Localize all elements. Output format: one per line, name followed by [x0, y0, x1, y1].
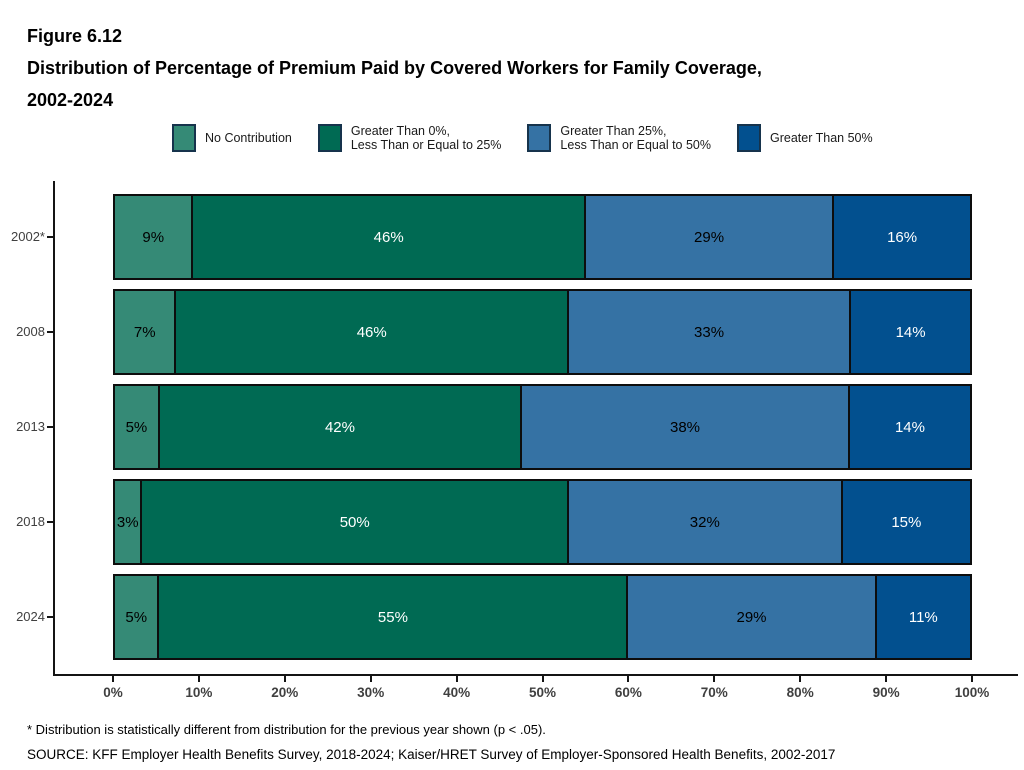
bar-value-label: 29% — [694, 228, 725, 246]
legend-label: Greater Than 25%, Less Than or Equal to … — [560, 124, 711, 152]
x-tick-mark — [971, 676, 973, 682]
bar-segment: 29% — [583, 194, 835, 280]
bar-segment: 11% — [874, 574, 972, 660]
x-tick-mark — [541, 676, 544, 682]
footnote-source: SOURCE: KFF Employer Health Benefits Sur… — [27, 747, 836, 762]
bar-value-label: 5% — [125, 418, 148, 436]
bar-value-label: 29% — [736, 608, 767, 626]
bar-value-label: 11% — [908, 608, 938, 626]
x-axis-label-70: 70% — [700, 685, 728, 700]
x-tick-mark — [799, 676, 802, 682]
figure-title-years: 2002-2024 — [27, 90, 114, 110]
bar-segment: 14% — [849, 289, 973, 375]
x-axis-label-40: 40% — [443, 685, 471, 700]
bar-segment: 15% — [840, 479, 972, 565]
bar-segment: 46% — [191, 194, 586, 280]
bar-segment: 42% — [157, 384, 523, 470]
x-axis-label-0: 0% — [103, 685, 123, 700]
bar-row-2013: 5% 42% 38% 14% — [113, 384, 972, 470]
x-tick-mark — [369, 676, 372, 682]
y-axis-label-2024: 2024 — [16, 609, 45, 624]
bar-value-label: 14% — [895, 323, 926, 341]
bar-segment: 3% — [113, 479, 143, 565]
bar-row-2018: 3% 50% 32% 15% — [113, 479, 972, 565]
x-tick-mark — [885, 676, 888, 682]
bar-value-label: 7% — [133, 323, 156, 341]
legend-swatch-icon — [172, 124, 196, 152]
x-tick-mark — [713, 676, 716, 682]
x-tick-mark — [197, 676, 200, 682]
x-axis-label-20: 20% — [271, 685, 299, 700]
bar-segment: 9% — [113, 194, 194, 280]
bar-value-label: 16% — [887, 228, 918, 246]
y-axis-line — [53, 181, 55, 675]
x-axis-label-50: 50% — [528, 685, 557, 700]
bar-value-label: 50% — [339, 513, 370, 531]
y-tick-mark — [47, 616, 53, 618]
legend-swatch-icon — [317, 124, 342, 152]
bar-segment: 46% — [174, 289, 569, 375]
chart-legend: No Contribution Greater Than 0%, Less Th… — [172, 124, 873, 152]
y-axis-label-2002: 2002* — [11, 229, 45, 244]
bar-value-label: 46% — [356, 323, 387, 341]
bar-segment: 5% — [113, 384, 160, 470]
bar-row-2008: 7% 46% 33% 14% — [113, 289, 973, 375]
bar-segment: 5% — [113, 574, 160, 660]
x-axis-label-10: 10% — [185, 685, 213, 700]
bar-value-label: 38% — [669, 418, 701, 436]
x-tick-mark — [112, 676, 114, 682]
figure-number: Figure 6.12 — [27, 26, 123, 46]
x-tick-mark — [283, 676, 286, 682]
legend-item-gt50: Greater Than 50% — [736, 124, 873, 152]
x-tick-mark — [627, 676, 630, 682]
y-tick-mark — [47, 236, 53, 238]
bar-value-label: 46% — [373, 228, 404, 246]
bar-segment: 32% — [566, 479, 843, 565]
bar-value-label: 33% — [694, 323, 725, 341]
bar-row-2002: 9% 46% 29% 16% — [113, 194, 972, 280]
bar-value-label: 32% — [689, 513, 720, 531]
x-axis-line — [53, 674, 1018, 676]
y-tick-mark — [47, 521, 53, 523]
y-axis-label-2008: 2008 — [16, 324, 45, 339]
legend-item-no-contribution: No Contribution — [172, 124, 292, 152]
bar-segment: 33% — [566, 289, 852, 375]
legend-swatch-icon — [527, 124, 552, 152]
footnote-statistical: * Distribution is statistically differen… — [27, 722, 546, 737]
x-axis-label-90: 90% — [872, 685, 900, 700]
figure-title-block: Figure 6.12 Distribution of Percentage o… — [27, 20, 762, 116]
x-axis-label-80: 80% — [786, 685, 814, 700]
legend-swatch-icon — [736, 124, 761, 152]
y-tick-mark — [47, 331, 53, 333]
y-tick-mark — [47, 426, 53, 428]
bar-segment: 16% — [832, 194, 972, 280]
bar-value-label: 3% — [116, 513, 139, 531]
x-axis-label-30: 30% — [357, 685, 385, 700]
legend-label: Greater Than 0%, Less Than or Equal to 2… — [350, 124, 502, 152]
legend-label: No Contribution — [205, 131, 292, 145]
bar-value-label: 5% — [125, 608, 148, 626]
bar-value-label: 55% — [377, 608, 408, 626]
bar-value-label: 15% — [891, 513, 922, 531]
figure-title: Distribution of Percentage of Premium Pa… — [27, 58, 762, 78]
y-axis-label-2013: 2013 — [16, 419, 45, 434]
bar-segment: 7% — [113, 289, 177, 375]
bar-value-label: 14% — [894, 418, 925, 436]
legend-label: Greater Than 50% — [769, 131, 873, 145]
x-axis-label-60: 60% — [614, 685, 642, 700]
legend-item-gt25-le50: Greater Than 25%, Less Than or Equal to … — [527, 124, 711, 152]
x-tick-mark — [455, 676, 458, 682]
bar-segment: 55% — [157, 574, 629, 660]
x-axis-label-100: 100% — [954, 685, 990, 700]
bar-segment: 38% — [520, 384, 850, 470]
bar-value-label: 9% — [142, 228, 165, 246]
bar-segment: 29% — [626, 574, 877, 660]
legend-item-gt0-le25: Greater Than 0%, Less Than or Equal to 2… — [317, 124, 502, 152]
y-axis-label-2018: 2018 — [16, 514, 45, 529]
bar-segment: 14% — [847, 384, 972, 470]
bar-row-2024: 5% 55% 29% 11% — [113, 574, 972, 660]
bar-segment: 50% — [140, 479, 569, 565]
bar-value-label: 42% — [324, 418, 355, 436]
